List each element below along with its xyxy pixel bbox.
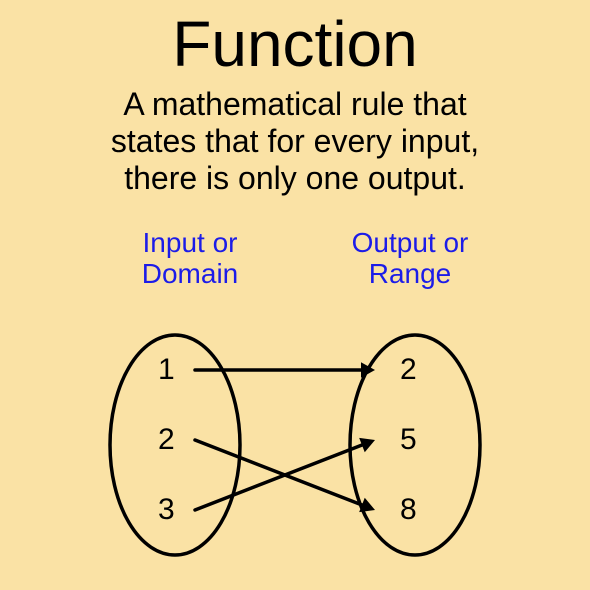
domain-value-2: 3 [158,495,175,525]
range-label: Output or Range [320,228,500,290]
domain-value-1: 2 [158,425,175,455]
range-value-1: 5 [400,425,417,455]
range-value-0: 2 [400,355,417,385]
domain-label: Input or Domain [110,228,270,290]
function-infographic: Function A mathematical rule that states… [0,0,590,590]
range-value-2: 8 [400,495,417,525]
domain-value-0: 1 [158,355,175,385]
definition-text: A mathematical rule that states that for… [0,86,590,196]
title: Function [0,12,590,76]
